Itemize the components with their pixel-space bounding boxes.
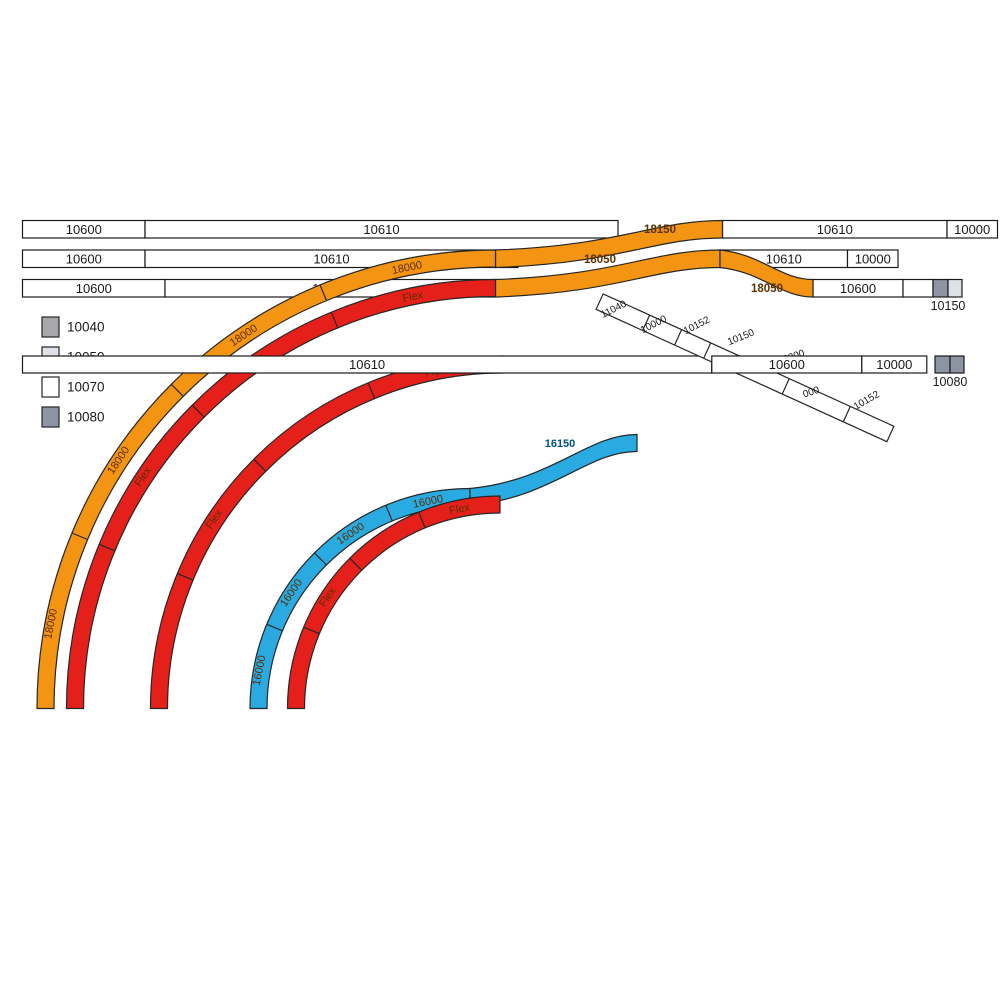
svg-text:10610: 10610 [313, 251, 349, 266]
svg-text:10070: 10070 [67, 380, 105, 395]
svg-text:10600: 10600 [76, 281, 112, 296]
svg-text:10000: 10000 [954, 222, 990, 237]
svg-text:10150: 10150 [931, 299, 966, 313]
svg-text:10600: 10600 [769, 357, 805, 372]
svg-text:18050: 18050 [751, 283, 783, 295]
svg-text:10610: 10610 [766, 251, 802, 266]
svg-text:10600: 10600 [66, 251, 102, 266]
svg-text:10040: 10040 [67, 320, 105, 335]
svg-text:10600: 10600 [66, 222, 102, 237]
svg-text:18150: 18150 [644, 224, 676, 236]
svg-text:10600: 10600 [840, 281, 876, 296]
svg-text:10000: 10000 [876, 357, 912, 372]
svg-text:10080: 10080 [67, 410, 105, 425]
svg-text:18050: 18050 [584, 254, 616, 266]
svg-text:10610: 10610 [817, 222, 853, 237]
svg-text:16150: 16150 [545, 438, 576, 450]
svg-text:10080: 10080 [933, 375, 968, 389]
svg-text:10610: 10610 [349, 357, 385, 372]
svg-text:10000: 10000 [855, 251, 891, 266]
svg-text:10610: 10610 [363, 222, 399, 237]
